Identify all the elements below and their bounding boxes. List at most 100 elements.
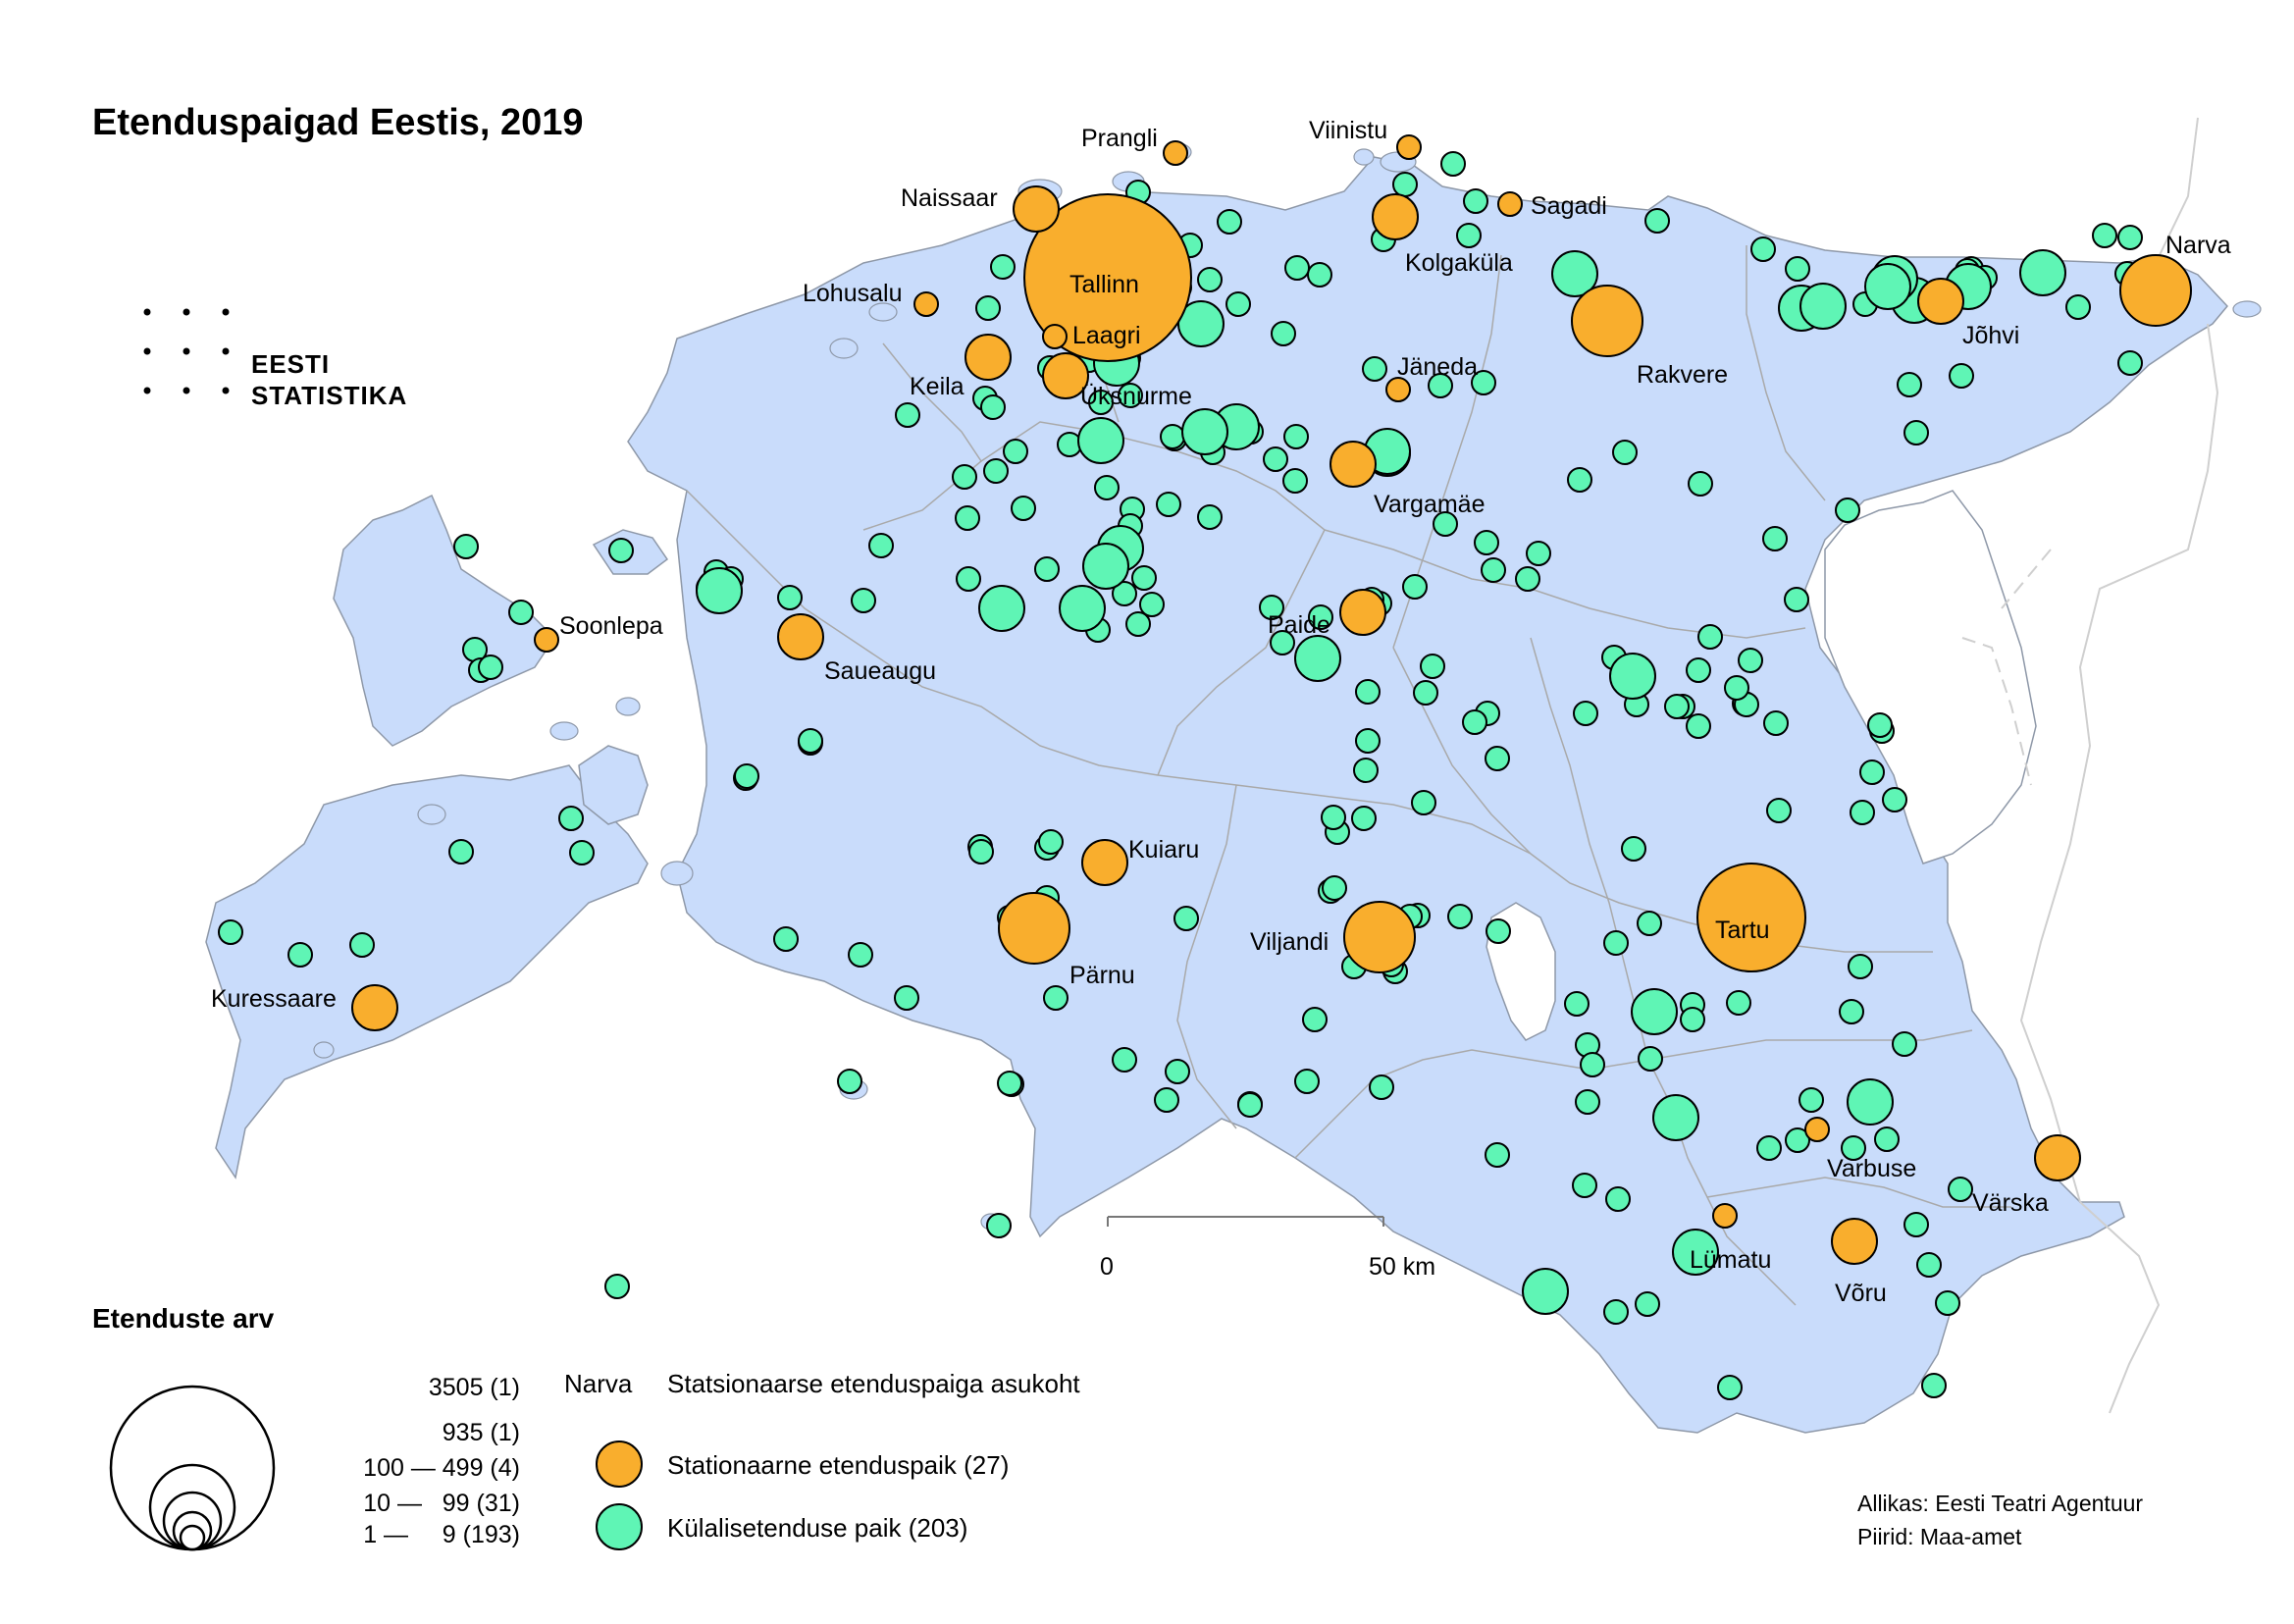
guest-venue-marker (1003, 439, 1028, 464)
guest-venue-marker (1486, 918, 1511, 944)
guest-venue-marker (851, 588, 876, 613)
guest-venue-marker (1897, 372, 1922, 397)
legend-title: Etenduste arv (92, 1303, 275, 1334)
guest-venue-marker (1726, 990, 1751, 1016)
stationary-venue-marker (2119, 254, 2192, 327)
city-label: Jõhvi (1962, 322, 2019, 349)
city-label: Üksnurme (1080, 383, 1192, 410)
guest-venue-marker (1283, 424, 1309, 449)
guest-venue-marker (1635, 1291, 1660, 1317)
guest-venues (218, 151, 2143, 1400)
guest-venue-marker (1011, 496, 1036, 521)
guest-venue-marker (1156, 492, 1181, 517)
guest-venue-marker (1580, 1052, 1605, 1077)
guest-venue-marker (1756, 1135, 1782, 1161)
guest-venue-marker (773, 926, 799, 952)
guest-venue-marker (1181, 408, 1228, 455)
guest-venue-marker (1762, 526, 1788, 551)
guest-venue-marker (1131, 565, 1157, 591)
guest-venue-marker (1271, 321, 1296, 346)
guest-venue-marker (777, 585, 803, 610)
guest-venue-marker (1034, 556, 1060, 582)
stationary-venue-marker (1339, 589, 1386, 636)
city-label: Narva (2165, 232, 2231, 259)
guest-venue-marker (1225, 291, 1251, 317)
guest-venue-marker (980, 394, 1006, 420)
guest-venue-marker (1652, 1094, 1699, 1141)
map-title: Etenduspaigad Eestis, 2019 (92, 102, 584, 143)
guest-venue-marker (1688, 471, 1713, 497)
stationary-venues (351, 134, 2192, 1265)
stationary-venue-marker (534, 627, 559, 653)
guest-venue-marker (734, 763, 759, 789)
guest-venue-marker (1785, 256, 1810, 282)
guest-venue-marker (2019, 249, 2066, 296)
guest-venue-marker (1043, 985, 1069, 1011)
island-muhu (578, 745, 649, 825)
city-label: Paide (1268, 611, 1330, 639)
guest-venue-marker (287, 942, 313, 968)
city-label: Tallinn (1069, 271, 1139, 298)
guest-venue-marker (1094, 475, 1120, 500)
stationary-venue-marker (1013, 185, 1060, 233)
guest-venue-marker (1644, 208, 1670, 234)
guest-venue-marker (968, 839, 994, 864)
guest-venue-marker (1351, 806, 1377, 831)
guest-venue-marker (1428, 373, 1453, 398)
guest-venue-marker (1270, 630, 1295, 655)
city-label: Viljandi (1250, 928, 1329, 956)
stationary-venue-marker (1385, 377, 1411, 402)
guest-venue-marker (1839, 999, 1864, 1024)
guest-venue-marker (1859, 760, 1885, 785)
legend-stationary-label: Stationaarne etenduspaik (27) (667, 1450, 1010, 1480)
guest-venue-marker (1411, 790, 1436, 815)
city-label: Lümatu (1690, 1246, 1771, 1274)
guest-venue-marker (990, 254, 1016, 280)
logo-text-line1: EESTI (251, 349, 331, 379)
guest-venue-marker (1799, 1087, 1824, 1113)
guest-venue-marker (1686, 713, 1711, 739)
guest-venue-marker (1864, 263, 1911, 310)
guest-venue-marker (975, 295, 1001, 321)
guest-venue-marker (569, 840, 595, 865)
guest-venue-marker (1637, 911, 1662, 936)
guest-venue-marker (1603, 930, 1629, 956)
guest-venue-marker (1139, 592, 1165, 617)
guest-venue-marker (868, 533, 894, 558)
guest-venue-marker (1850, 800, 1875, 825)
legend-guest-label: Külalisetenduse paik (203) (667, 1513, 968, 1543)
guest-venue-marker (1572, 1173, 1597, 1198)
guest-venue-marker (1841, 1135, 1866, 1161)
guest-venue-marker (1173, 906, 1199, 931)
guest-venue-marker (1631, 988, 1678, 1035)
guest-venue-marker (1935, 1290, 1960, 1316)
guest-venue-marker (1038, 829, 1064, 855)
guest-venue-marker (1440, 151, 1466, 177)
guest-venue-marker (1847, 1078, 1894, 1126)
guest-venue-marker (895, 402, 920, 428)
guest-venue-marker (1672, 1229, 1719, 1276)
legend-label-explanation: Statsionaarse etenduspaiga asukoht (667, 1369, 1080, 1398)
guest-venue-marker (1903, 420, 1929, 445)
stationary-venue-marker (1396, 134, 1422, 160)
guest-venue-marker (1867, 712, 1893, 738)
guest-venue-marker (1609, 653, 1656, 700)
guest-venue-marker (1784, 587, 1809, 612)
guest-venue-marker (1903, 1212, 1929, 1237)
guest-venue-marker (2117, 225, 2143, 250)
stationary-venue-marker (1343, 901, 1416, 973)
stationary-venue-marker (1042, 352, 1089, 399)
guest-venue-marker (1485, 1142, 1510, 1168)
guest-venue-marker (604, 1274, 630, 1299)
guest-venue-marker (1949, 363, 1974, 389)
guest-venue-marker (508, 600, 534, 625)
guest-venue-marker (1471, 370, 1496, 395)
guest-venue-marker (1717, 1375, 1743, 1400)
stationary-venue-marker (1696, 863, 1806, 972)
stationary-venue-marker (1023, 193, 1192, 362)
scale-bar: 0 50 km (1100, 1216, 1435, 1281)
guest-venue-marker (1481, 557, 1506, 583)
guest-venue-marker (1763, 710, 1789, 736)
city-label: Tartu (1715, 917, 1770, 944)
stationary-venue-marker (1329, 441, 1377, 488)
